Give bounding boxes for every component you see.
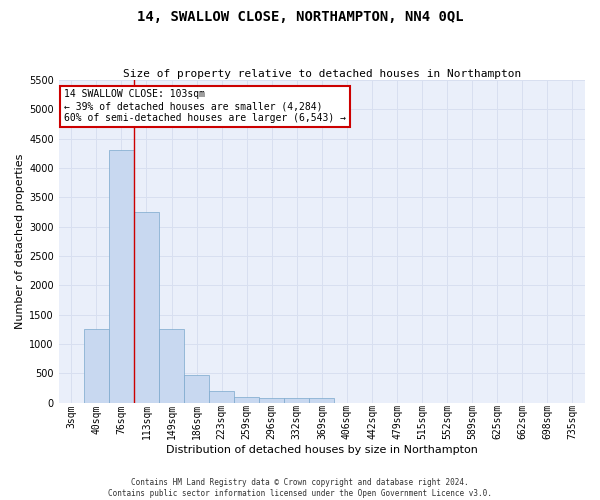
Bar — [209, 391, 234, 403]
Bar — [259, 398, 284, 403]
Title: Size of property relative to detached houses in Northampton: Size of property relative to detached ho… — [123, 69, 521, 79]
X-axis label: Distribution of detached houses by size in Northampton: Distribution of detached houses by size … — [166, 445, 478, 455]
Text: Contains HM Land Registry data © Crown copyright and database right 2024.
Contai: Contains HM Land Registry data © Crown c… — [108, 478, 492, 498]
Bar — [234, 397, 259, 403]
Bar — [184, 375, 209, 403]
Bar — [310, 398, 334, 403]
Bar — [84, 330, 109, 403]
Bar — [134, 212, 159, 403]
Text: 14, SWALLOW CLOSE, NORTHAMPTON, NN4 0QL: 14, SWALLOW CLOSE, NORTHAMPTON, NN4 0QL — [137, 10, 463, 24]
Text: 14 SWALLOW CLOSE: 103sqm
← 39% of detached houses are smaller (4,284)
60% of sem: 14 SWALLOW CLOSE: 103sqm ← 39% of detach… — [64, 90, 346, 122]
Bar — [109, 150, 134, 403]
Bar — [284, 398, 310, 403]
Y-axis label: Number of detached properties: Number of detached properties — [15, 154, 25, 329]
Bar — [159, 330, 184, 403]
